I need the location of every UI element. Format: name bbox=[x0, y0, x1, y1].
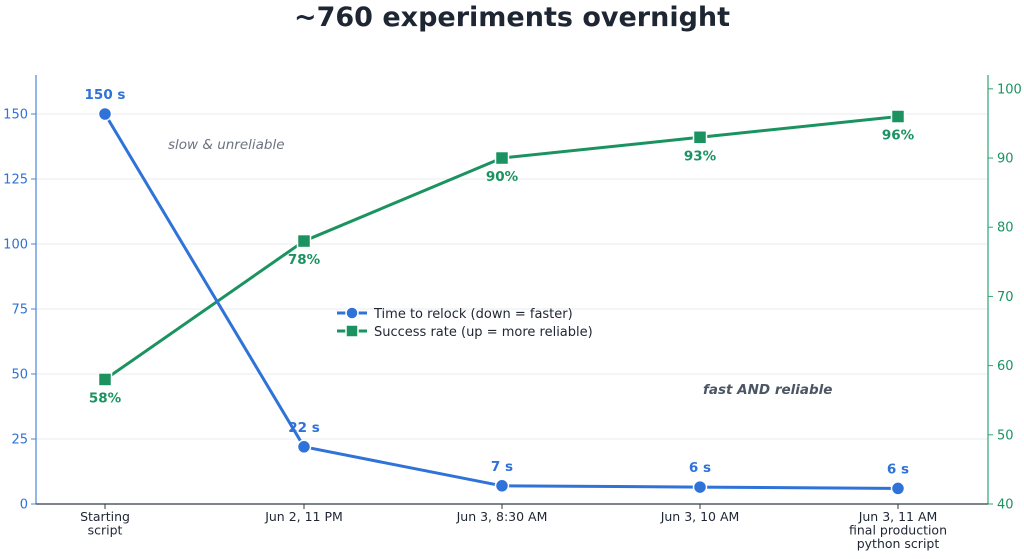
right-tick-label: 50 bbox=[997, 428, 1014, 443]
x-tick-label: Starting script bbox=[80, 509, 130, 538]
x-tick-label: Jun 3, 10 AM bbox=[660, 509, 740, 524]
success-rate-marker bbox=[890, 109, 906, 124]
legend-marker-success bbox=[345, 324, 359, 338]
right-tick-label: 90 bbox=[997, 152, 1014, 167]
left-tick-label: 50 bbox=[11, 368, 28, 383]
relock-time-label: 22 s bbox=[288, 420, 320, 436]
relock-time-marker bbox=[296, 439, 312, 455]
relock-time-marker bbox=[494, 478, 510, 494]
right-tick-label: 60 bbox=[997, 359, 1014, 374]
x-axis-ticks: Starting script Jun 2, 11 PM Jun 3, 8:30 AM… bbox=[80, 504, 947, 551]
success-rate-label: 90% bbox=[486, 169, 519, 185]
relock-time-label: 6 s bbox=[689, 460, 711, 476]
success-rate-label: 58% bbox=[89, 390, 122, 406]
x-tick-label: Jun 3, 8:30 AM bbox=[456, 509, 548, 524]
axes bbox=[35, 75, 989, 505]
legend-marker-relock bbox=[345, 306, 359, 320]
chart-title: ~760 experiments overnight bbox=[294, 2, 730, 33]
legend: Time to relock (down = faster) Success r… bbox=[337, 306, 593, 340]
left-tick-label: 150 bbox=[3, 108, 28, 123]
left-tick-label: 0 bbox=[20, 498, 28, 513]
left-tick-label: 100 bbox=[3, 238, 28, 253]
gridlines bbox=[36, 113, 988, 440]
right-axis-ticks: 40 50 60 70 80 90 100 bbox=[988, 82, 1022, 513]
x-tick-label: Jun 3, 11 AM final production python scrip… bbox=[849, 509, 947, 551]
relock-time-marker bbox=[692, 479, 708, 495]
annotation-fast: fast AND reliable bbox=[703, 382, 832, 398]
success-rate-label: 78% bbox=[288, 252, 321, 268]
success-rate-marker bbox=[692, 130, 708, 145]
left-axis-ticks: 0 25 50 75 100 125 150 bbox=[3, 108, 36, 513]
relock-time-label: 6 s bbox=[887, 461, 909, 477]
right-tick-label: 40 bbox=[997, 498, 1014, 513]
left-tick-label: 75 bbox=[11, 303, 28, 318]
annotation-slow: slow & unreliable bbox=[168, 137, 285, 153]
x-tick-label: Jun 2, 11 PM bbox=[264, 509, 343, 524]
left-tick-label: 25 bbox=[11, 433, 28, 448]
left-tick-label: 125 bbox=[3, 173, 28, 188]
success-rate-marker bbox=[296, 233, 312, 249]
success-rate-label: 96% bbox=[882, 128, 915, 144]
series-layer bbox=[97, 106, 906, 496]
legend-label-success: Success rate (up = more reliable) bbox=[374, 325, 593, 340]
relock-time-marker bbox=[890, 481, 906, 496]
relock-time-label: 150 s bbox=[85, 87, 126, 103]
success-rate-marker bbox=[97, 372, 113, 387]
relock-time-label: 7 s bbox=[491, 459, 513, 475]
relock-time-marker bbox=[97, 106, 113, 122]
right-tick-label: 80 bbox=[997, 221, 1014, 236]
right-tick-label: 70 bbox=[997, 290, 1014, 305]
legend-label-relock: Time to relock (down = faster) bbox=[373, 307, 573, 322]
data-labels: 150 s 22 s 7 s 6 s 6 s 58% 78% 90% 93% 96% bbox=[85, 87, 915, 477]
right-tick-label: 100 bbox=[997, 82, 1022, 97]
success-rate-label: 93% bbox=[684, 148, 717, 164]
success-rate-marker bbox=[494, 150, 510, 166]
